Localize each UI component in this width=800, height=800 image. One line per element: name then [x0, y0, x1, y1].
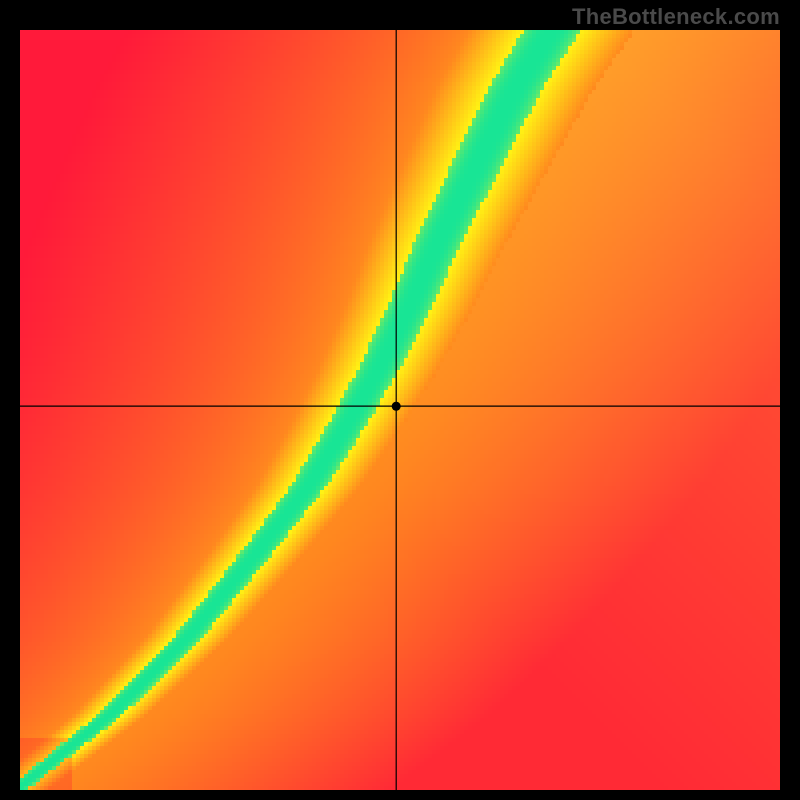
bottleneck-heatmap: [20, 30, 780, 790]
watermark-text: TheBottleneck.com: [572, 4, 780, 30]
chart-container: TheBottleneck.com: [0, 0, 800, 800]
